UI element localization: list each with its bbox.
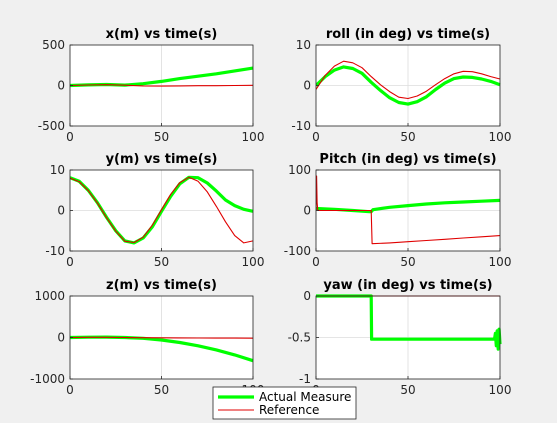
subplot-title: roll (in deg) vs time(s) (326, 27, 490, 42)
y-tick-label: 0 (57, 79, 65, 93)
x-tick-label: 100 (242, 130, 265, 144)
x-tick-label: 50 (154, 130, 169, 144)
y-tick-label: -0.5 (288, 331, 311, 345)
series-line-actual (316, 65, 501, 106)
y-tick-label: -10 (291, 119, 311, 133)
y-tick-label: -1000 (30, 372, 65, 386)
x-tick-label: 0 (312, 255, 320, 269)
x-tick-label: 50 (400, 383, 415, 397)
y-tick-label: 10 (50, 163, 65, 177)
x-tick-label: 0 (312, 130, 320, 144)
y-tick-label: -10 (45, 244, 65, 258)
series-line-actual (316, 294, 502, 351)
y-tick-label: 0 (57, 204, 65, 218)
x-tick-label: 100 (489, 383, 512, 397)
x-tick-label: 50 (400, 130, 415, 144)
subplot-title: z(m) vs time(s) (106, 278, 217, 293)
y-tick-label: 0 (57, 331, 65, 345)
series-line-reference (70, 84, 254, 87)
series-line-reference (70, 176, 254, 244)
y-tick-label: 0 (303, 204, 311, 218)
subplot-title: y(m) vs time(s) (106, 152, 218, 167)
y-tick-label: 0 (303, 289, 311, 303)
legend-box (212, 386, 357, 420)
x-tick-label: 0 (66, 130, 74, 144)
y-tick-label: -500 (38, 119, 65, 133)
legend-label-reference: Reference (259, 403, 319, 417)
x-tick-label: 100 (489, 130, 512, 144)
subplot-title: x(m) vs time(s) (106, 27, 218, 42)
series-line-reference (316, 175, 501, 245)
legend-label-actual: Actual Measure (259, 390, 351, 404)
x-tick-label: 100 (489, 255, 512, 269)
x-tick-label: 50 (400, 255, 415, 269)
x-tick-label: 50 (154, 255, 169, 269)
subplot-title: yaw (in deg) vs time(s) (323, 278, 492, 293)
x-tick-label: 50 (154, 383, 169, 397)
y-tick-label: 500 (42, 38, 65, 52)
y-tick-label: -100 (284, 244, 311, 258)
x-tick-label: 0 (66, 383, 74, 397)
subplot-title: Pitch (in deg) vs time(s) (319, 152, 496, 167)
x-tick-label: 0 (66, 255, 74, 269)
series-line-reference (70, 336, 254, 339)
y-tick-label: 100 (288, 163, 311, 177)
y-tick-label: 0 (303, 79, 311, 93)
series-line-reference (316, 60, 501, 100)
y-tick-label: -1 (299, 372, 311, 386)
y-tick-label: 10 (296, 38, 311, 52)
x-tick-label: 100 (242, 255, 265, 269)
y-tick-label: 1000 (34, 289, 65, 303)
